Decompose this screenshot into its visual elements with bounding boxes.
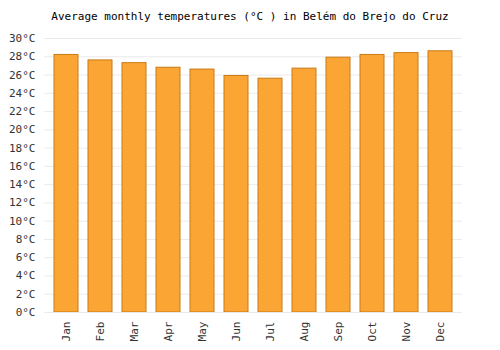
- svg-text:Sep: Sep: [332, 322, 345, 342]
- svg-text:4°C: 4°C: [16, 269, 36, 282]
- svg-text:26°C: 26°C: [9, 69, 36, 82]
- svg-text:6°C: 6°C: [16, 251, 36, 264]
- svg-text:Jun: Jun: [230, 322, 243, 342]
- svg-text:Aug: Aug: [298, 322, 311, 342]
- html-text:Average monthly temperatures (: Average monthly temperatures (°C ) in Be…: [51, 10, 449, 23]
- svg-text:10°C: 10°C: [9, 215, 36, 228]
- svg-text:0°C: 0°C: [16, 306, 36, 319]
- svg-text:20°C: 20°C: [9, 123, 36, 136]
- svg-text:Nov: Nov: [400, 321, 413, 341]
- svg-text:18°C: 18°C: [9, 142, 36, 155]
- svg-text:Oct: Oct: [366, 322, 379, 342]
- svg-text:16°C: 16°C: [9, 160, 36, 173]
- svg-text:28°C: 28°C: [9, 50, 36, 63]
- svg-text:12°C: 12°C: [9, 196, 36, 209]
- svg-text:22°C: 22°C: [9, 105, 36, 118]
- svg-text:Jul: Jul: [264, 322, 277, 342]
- svg-text:8°C: 8°C: [16, 233, 36, 246]
- svg-text:Mar: Mar: [128, 321, 141, 341]
- svg-text:24°C: 24°C: [9, 87, 36, 100]
- svg-text:Feb: Feb: [94, 322, 107, 342]
- svg-text:30°C: 30°C: [9, 32, 36, 45]
- svg-text:2°C: 2°C: [16, 288, 36, 301]
- svg-text:May: May: [196, 321, 209, 341]
- svg-text:Jan: Jan: [60, 322, 73, 342]
- svg-text:Dec: Dec: [434, 322, 447, 342]
- svg-text:14°C: 14°C: [9, 178, 36, 191]
- svg-text:Apr: Apr: [162, 321, 175, 341]
